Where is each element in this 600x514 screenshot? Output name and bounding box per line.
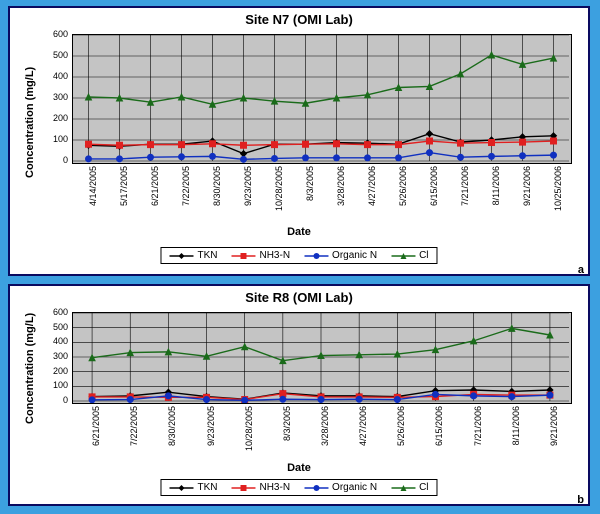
y-tick-label: 0 xyxy=(38,155,68,165)
legend-label: NH3-N xyxy=(259,250,290,261)
panel-b: Site R8 (OMI Lab) Concentration (mg/L) 0… xyxy=(8,284,590,506)
legend-item-nh3: NH3-N xyxy=(231,250,290,261)
y-tick-label: 500 xyxy=(38,50,68,60)
cl-swatch-icon xyxy=(391,483,415,493)
chart-b-plot xyxy=(72,312,572,404)
y-tick-label: 400 xyxy=(38,71,68,81)
x-tick-label: 8/11/2006 xyxy=(511,406,521,461)
legend-item-cl: Cl xyxy=(391,250,428,261)
chart-a-xlabel: Date xyxy=(10,226,588,238)
chart-a-legend: TKN NH3-N Organic N Cl xyxy=(160,247,437,264)
x-tick-label: 8/30/2005 xyxy=(167,406,177,461)
y-tick-label: 600 xyxy=(38,29,68,39)
y-tick-label: 500 xyxy=(38,322,68,332)
x-tick-label: 8/3/2005 xyxy=(282,406,292,461)
panel-a: Site N7 (OMI Lab) Concentration (mg/L) 0… xyxy=(8,6,590,276)
y-tick-label: 400 xyxy=(38,336,68,346)
legend-label: TKN xyxy=(197,250,217,261)
x-tick-label: 5/17/2005 xyxy=(119,166,129,221)
legend-label: Cl xyxy=(419,482,428,493)
chart-b-xlabel: Date xyxy=(10,462,588,474)
x-tick-label: 4/27/2006 xyxy=(367,166,377,221)
chart-b-svg xyxy=(73,313,571,403)
x-tick-label: 3/28/2006 xyxy=(320,406,330,461)
legend-label: Cl xyxy=(419,250,428,261)
chart-b-title: Site R8 (OMI Lab) xyxy=(10,290,588,305)
nh3-swatch-icon xyxy=(231,483,255,493)
chart-a-plot xyxy=(72,34,572,164)
x-tick-label: 10/28/2005 xyxy=(244,406,254,461)
panel-b-letter: b xyxy=(577,494,584,506)
legend-label: Organic N xyxy=(332,482,377,493)
x-tick-label: 10/25/2006 xyxy=(553,166,563,221)
y-tick-label: 300 xyxy=(38,92,68,102)
y-tick-label: 300 xyxy=(38,351,68,361)
chart-a-title: Site N7 (OMI Lab) xyxy=(10,12,588,27)
x-tick-label: 10/28/2005 xyxy=(274,166,284,221)
legend-label: TKN xyxy=(197,482,217,493)
x-tick-label: 9/23/2005 xyxy=(206,406,216,461)
cl-swatch-icon xyxy=(391,251,415,261)
legend-item-orgn: Organic N xyxy=(304,482,377,493)
x-tick-label: 8/11/2006 xyxy=(491,166,501,221)
y-tick-label: 600 xyxy=(38,307,68,317)
chart-a-svg xyxy=(73,35,571,163)
chart-a-ylabel: Concentration (mg/L) xyxy=(24,67,36,178)
x-tick-label: 6/15/2006 xyxy=(434,406,444,461)
x-tick-label: 9/21/2006 xyxy=(549,406,559,461)
legend-item-orgn: Organic N xyxy=(304,250,377,261)
x-tick-label: 7/22/2005 xyxy=(181,166,191,221)
x-tick-label: 6/21/2005 xyxy=(150,166,160,221)
x-tick-label: 7/21/2006 xyxy=(473,406,483,461)
x-tick-label: 7/21/2006 xyxy=(460,166,470,221)
panel-a-letter: a xyxy=(578,264,584,276)
legend-item-cl: Cl xyxy=(391,482,428,493)
tkn-swatch-icon xyxy=(169,251,193,261)
y-tick-label: 100 xyxy=(38,134,68,144)
y-tick-label: 100 xyxy=(38,380,68,390)
y-tick-label: 200 xyxy=(38,113,68,123)
x-tick-label: 6/21/2005 xyxy=(91,406,101,461)
orgn-swatch-icon xyxy=(304,251,328,261)
x-tick-label: 5/26/2006 xyxy=(396,406,406,461)
chart-b-ylabel: Concentration (mg/L) xyxy=(24,313,36,424)
page-root: Site N7 (OMI Lab) Concentration (mg/L) 0… xyxy=(0,0,600,514)
legend-label: Organic N xyxy=(332,250,377,261)
legend-item-tkn: TKN xyxy=(169,482,217,493)
y-tick-label: 0 xyxy=(38,395,68,405)
nh3-swatch-icon xyxy=(231,251,255,261)
tkn-swatch-icon xyxy=(169,483,193,493)
y-tick-label: 200 xyxy=(38,366,68,376)
orgn-swatch-icon xyxy=(304,483,328,493)
x-tick-label: 8/30/2005 xyxy=(212,166,222,221)
x-tick-label: 5/26/2006 xyxy=(398,166,408,221)
x-tick-label: 3/28/2006 xyxy=(336,166,346,221)
legend-label: NH3-N xyxy=(259,482,290,493)
x-tick-label: 7/22/2005 xyxy=(129,406,139,461)
legend-item-tkn: TKN xyxy=(169,250,217,261)
chart-b-legend: TKN NH3-N Organic N Cl xyxy=(160,479,437,496)
x-tick-label: 4/14/2005 xyxy=(88,166,98,221)
x-tick-label: 8/3/2005 xyxy=(305,166,315,221)
x-tick-label: 4/27/2006 xyxy=(358,406,368,461)
x-tick-label: 6/15/2006 xyxy=(429,166,439,221)
legend-item-nh3: NH3-N xyxy=(231,482,290,493)
x-tick-label: 9/23/2005 xyxy=(243,166,253,221)
x-tick-label: 9/21/2006 xyxy=(522,166,532,221)
